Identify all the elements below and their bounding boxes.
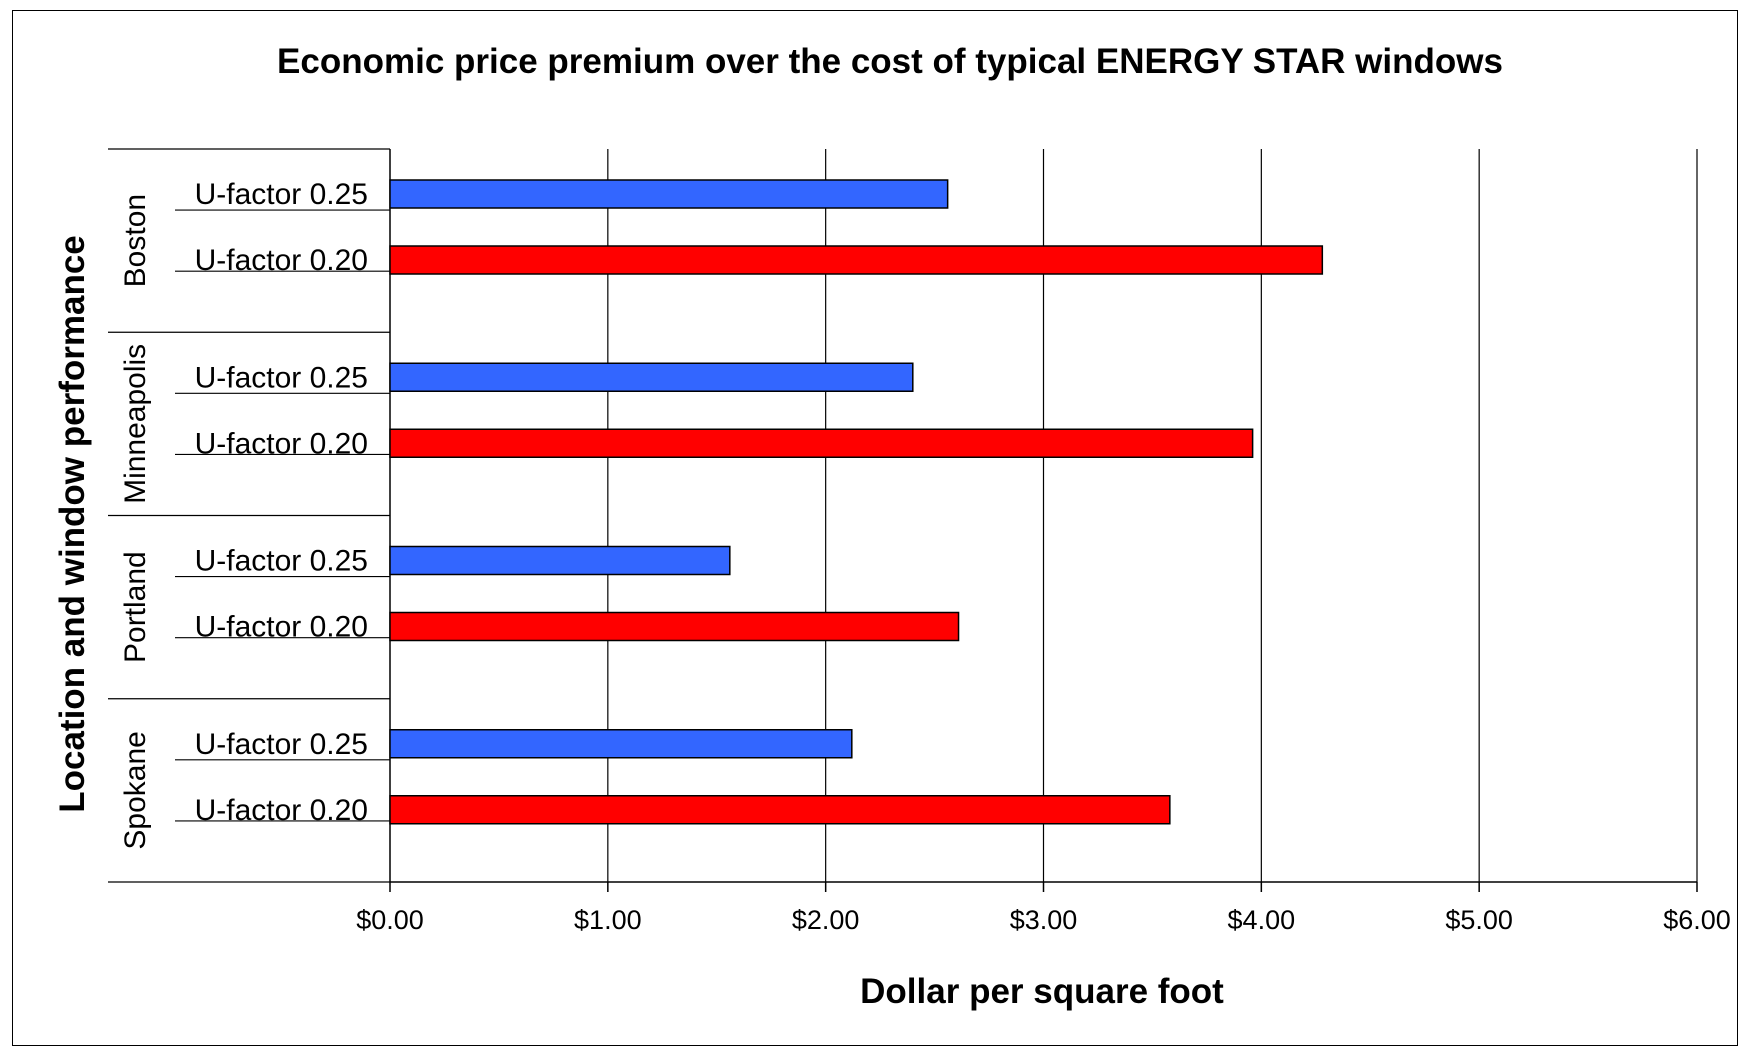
plot-area: $0.00 $1.00 $2.00 $3.00 $4.00 $5.00 $6.00 Bosto… xyxy=(108,148,1731,935)
bar xyxy=(389,245,1324,275)
x-tick-label: $5.00 xyxy=(1445,905,1513,935)
category-label: U-factor 0.20 xyxy=(195,244,368,277)
bar xyxy=(389,545,731,576)
bar xyxy=(389,428,1254,458)
category-label: U-factor 0.20 xyxy=(195,611,368,644)
x-tick-label: $0.00 xyxy=(356,905,424,935)
category-label: U-factor 0.25 xyxy=(195,728,368,761)
bar xyxy=(389,179,949,209)
x-tick-label: $3.00 xyxy=(1010,905,1078,935)
category-label: U-factor 0.25 xyxy=(195,545,368,578)
group-label: Spokane xyxy=(119,731,152,849)
x-axis-label: Dollar per square foot xyxy=(860,972,1224,1011)
bar xyxy=(389,611,960,642)
group-label: Portland xyxy=(119,551,152,663)
category-label: U-factor 0.25 xyxy=(195,361,368,394)
chart-title: Economic price premium over the cost of … xyxy=(277,42,1503,81)
bar xyxy=(389,795,1171,825)
bar xyxy=(389,362,914,392)
x-tick-label: $1.00 xyxy=(574,905,642,935)
category-label: U-factor 0.25 xyxy=(195,178,368,211)
category-label: U-factor 0.20 xyxy=(195,794,368,827)
y-axis-label: Location and window performance xyxy=(53,235,92,813)
x-tick-label: $4.00 xyxy=(1228,905,1296,935)
x-tick-label: $6.00 xyxy=(1663,905,1731,935)
group-label: Boston xyxy=(119,194,152,287)
x-tick-label: $2.00 xyxy=(792,905,860,935)
category-label: U-factor 0.20 xyxy=(195,427,368,460)
group-label: Minneapolis xyxy=(119,344,152,504)
bar xyxy=(389,729,853,759)
